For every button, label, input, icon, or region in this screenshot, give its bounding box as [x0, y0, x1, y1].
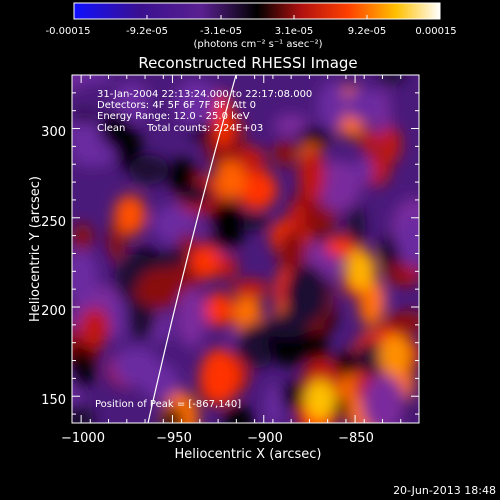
image-texture-blob	[168, 158, 197, 194]
x-tick-label: −950	[156, 431, 192, 446]
image-texture-blob	[199, 348, 240, 405]
colorbar-unit-label: (photons cm⁻² s⁻¹ asec⁻²)	[193, 39, 322, 50]
x-tick-label: −850	[338, 431, 374, 446]
image-texture-blob	[209, 200, 245, 251]
info-detectors: Detectors: 4F 5F 6F 7F 8F, Att 0	[97, 100, 256, 111]
image-texture-blob	[112, 81, 150, 123]
peak-position-label: Position of Peak = [-867,140]	[95, 399, 241, 410]
y-axis-label: Heliocentric Y (arcsec)	[28, 176, 43, 322]
image-texture-blob	[88, 285, 120, 306]
image-texture-blob	[72, 249, 99, 303]
image-texture-blob	[217, 255, 238, 279]
image-texture-blob	[204, 292, 233, 327]
info-total-counts: Total counts: 2.24E+03	[146, 123, 263, 134]
image-texture-blob	[214, 160, 246, 200]
colorbar	[73, 2, 441, 20]
image-texture-blob	[99, 112, 132, 146]
image-texture-blob	[358, 277, 385, 327]
image-texture-blob	[265, 381, 283, 423]
image-texture-blob	[316, 160, 362, 212]
image-texture-blob	[272, 140, 297, 167]
solar-limb-curve	[147, 75, 237, 423]
image-texture-blob	[380, 125, 401, 164]
image-texture-blob	[72, 75, 113, 85]
image-texture-blob	[132, 285, 163, 303]
image-texture-blob	[175, 287, 207, 348]
axis-ticks	[71, 74, 420, 423]
image-texture-blob	[273, 114, 309, 137]
image-texture-blob	[386, 260, 409, 288]
image-texture-blob	[72, 403, 95, 423]
image-texture-blob	[283, 264, 330, 325]
image-texture-blob	[296, 127, 333, 145]
info-algorithm: Clean	[97, 123, 125, 134]
image-texture-blob	[72, 344, 94, 391]
y-tick-label: 200	[41, 304, 66, 319]
image-texture-blob	[317, 80, 347, 131]
image-texture-blob	[345, 87, 382, 122]
image-texture-blob	[174, 78, 219, 127]
image-texture-blob	[128, 154, 170, 185]
image-texture-blob	[72, 223, 93, 254]
image-texture-blob	[353, 157, 374, 183]
image-texture-blob	[359, 130, 381, 152]
image-texture-blob	[288, 201, 306, 231]
image-texture-blob	[264, 314, 309, 338]
image-texture-blob	[377, 75, 406, 84]
image-texture-blob	[362, 374, 405, 423]
x-tick-label: −900	[247, 431, 283, 446]
colorbar-tick-label: -3.1e-05	[200, 26, 242, 37]
image-texture-blob	[347, 204, 366, 249]
image-texture-blob	[277, 228, 308, 273]
colorbar-ticks	[73, 15, 441, 19]
image-texture-blob	[384, 310, 419, 335]
x-axis-label: Heliocentric X (arcsec)	[175, 447, 322, 462]
image-texture-blob	[112, 346, 160, 387]
image-texture-blob	[108, 221, 125, 262]
image-texture-blob	[236, 169, 277, 210]
image-texture-blob	[231, 279, 270, 298]
info-time-range: 31-Jan-2004 22:13:24.000 to 22:17:08.000	[97, 89, 312, 100]
image-texture-blob	[304, 380, 336, 420]
image-texture-blob	[72, 143, 117, 167]
info-energy-range: Energy Range: 12.0 - 25.0 keV	[97, 111, 250, 122]
image-texture-blob	[396, 214, 419, 268]
image-texture-blob	[114, 195, 146, 235]
colorbar-tick-label: 0.00015	[415, 26, 456, 37]
plot-frame	[71, 74, 420, 424]
image-texture-blob	[224, 405, 254, 423]
colorbar-tick-label: -0.00015	[46, 26, 91, 37]
image-texture-blob	[163, 406, 183, 423]
y-tick-label: 300	[41, 125, 66, 140]
colorbar-tick-label: 3.1e-05	[275, 26, 313, 37]
image-texture-blob	[344, 250, 376, 290]
image-texture-blob	[298, 147, 326, 202]
plot-title: Reconstructed RHESSI Image	[138, 54, 357, 72]
image-texture-blob	[189, 245, 223, 279]
y-tick-label: 150	[41, 393, 66, 408]
reconstructed-image	[72, 75, 419, 423]
image-texture-blob	[79, 307, 110, 348]
footer-timestamp: 20-Jun-2013 18:48	[393, 484, 496, 497]
image-texture-blob	[379, 335, 411, 375]
colorbar-tick-label: -9.2e-05	[126, 26, 168, 37]
y-tick-label: 250	[41, 215, 66, 230]
colorbar-tick-label: 9.2e-05	[348, 26, 386, 37]
x-tick-label: −1000	[61, 431, 105, 446]
image-texture-blob	[336, 351, 360, 376]
